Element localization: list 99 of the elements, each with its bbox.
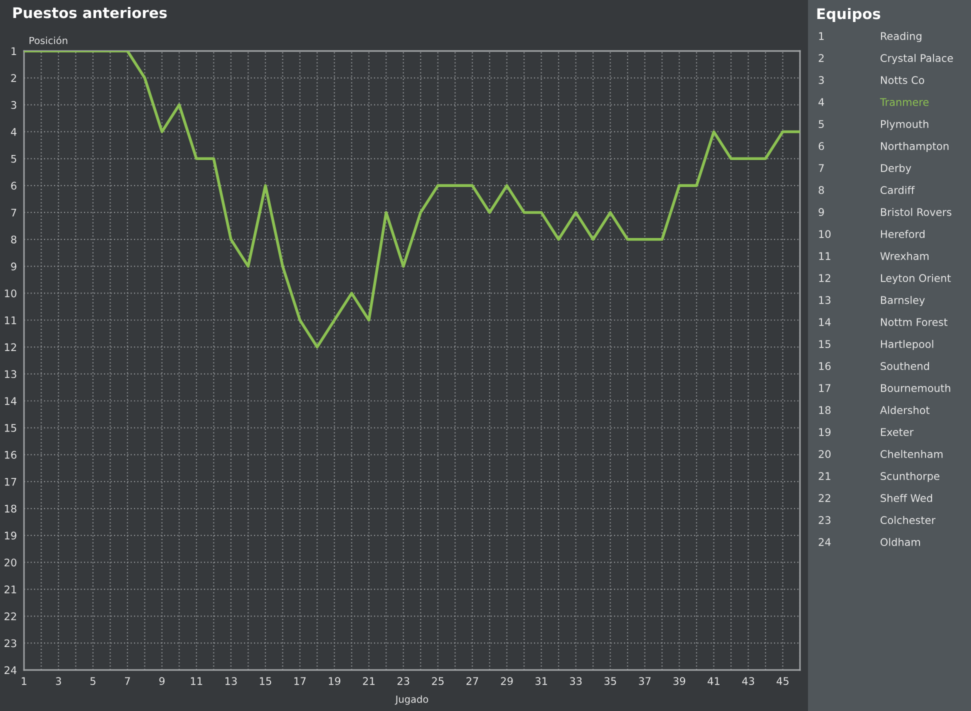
category-label: Derby [881, 164, 912, 174]
x-tick-label: 17 [294, 677, 306, 685]
data-label: 4 [818, 98, 824, 106]
data-label: 3 [818, 76, 824, 84]
data-label: 12 [819, 274, 830, 282]
data-label: 21 [818, 472, 830, 480]
data-label: 10 [819, 230, 831, 238]
data-label: 16 [819, 362, 831, 370]
x-axis-title: Jugado [394, 695, 428, 705]
category-label: Southend [880, 362, 929, 370]
data-label: 11 [819, 252, 830, 260]
y-tick-label: 18 [4, 504, 16, 513]
category-label: Crystal Palace [880, 54, 953, 64]
category-label: Reading [881, 32, 922, 42]
x-tick-label: 37 [638, 677, 651, 686]
category-label: Sheff Wed [880, 494, 932, 502]
x-tick-label: 7 [125, 677, 130, 685]
x-tick-label: 31 [536, 677, 547, 686]
x-tick-label: 25 [432, 677, 444, 686]
x-tick-label: 35 [604, 677, 616, 686]
y-tick-label: 14 [4, 397, 16, 405]
x-tick-label: 29 [500, 677, 513, 686]
data-label: 24 [818, 538, 831, 546]
category-label: Cheltenham [880, 450, 943, 458]
data-label: 8 [818, 186, 824, 194]
category-label: Plymouth [881, 120, 928, 130]
y-tick-label: 12 [4, 343, 16, 351]
y-tick-label: 23 [4, 639, 16, 648]
y-tick-label: 9 [11, 262, 16, 270]
data-label: 23 [818, 516, 830, 524]
x-tick-label: 27 [466, 677, 478, 685]
x-tick-label: 23 [398, 677, 410, 686]
category-label: Colchester [880, 516, 936, 524]
category-label: Nottm Forest [881, 318, 948, 326]
y-tick-label: 3 [11, 101, 16, 109]
x-tick-label: 45 [776, 677, 788, 686]
category-label: Hereford [881, 230, 925, 238]
data-label: 19 [819, 428, 831, 436]
y-tick-label: 21 [4, 585, 16, 594]
y-tick-label: 13 [4, 370, 16, 378]
y-tick-label: 2 [11, 74, 16, 82]
y-tick-label: 16 [4, 450, 16, 459]
y-tick-label: 5 [11, 155, 16, 163]
category-label: Notts Co [881, 76, 924, 84]
data-label: 2 [818, 54, 824, 62]
y-tick-label: 24 [4, 666, 16, 674]
x-tick-label: 13 [225, 677, 237, 686]
data-label: 15 [819, 340, 830, 348]
x-tick-label: 11 [190, 677, 202, 685]
y-tick-label: 22 [4, 612, 16, 620]
x-tick-label: 15 [260, 677, 272, 686]
x-tick-label: 43 [742, 677, 754, 686]
category-label: Bournemouth [881, 384, 950, 392]
x-tick-label: 1 [22, 677, 26, 685]
y-tick-label: 1 [12, 47, 16, 55]
category-label: Scunthorpe [880, 472, 940, 482]
data-label: 22 [818, 494, 830, 502]
x-tick-label: 41 [708, 677, 720, 685]
y-tick-label: 6 [11, 182, 16, 190]
x-tick-label: 3 [56, 677, 61, 686]
y-tick-label: 7 [11, 208, 16, 216]
x-tick-label: 9 [159, 677, 165, 686]
data-label: 5 [818, 120, 824, 128]
category-label: Exeter [881, 428, 914, 436]
y-tick-label: 11 [4, 316, 16, 324]
category-label: Bristol Rovers [881, 208, 952, 216]
y-tick-label: 10 [4, 289, 16, 298]
y-tick-label: 19 [4, 532, 16, 540]
text: Equipos [817, 8, 880, 22]
y-axis-title: Posición [30, 36, 68, 44]
category-label: Aldershot [880, 406, 930, 414]
y-tick-label: 17 [4, 478, 16, 486]
y-tick-label: 15 [4, 424, 16, 432]
data-label: 13 [819, 296, 830, 304]
y-tick-label: 4 [10, 128, 16, 136]
data-label: 18 [819, 406, 831, 414]
data-label: 7 [818, 164, 824, 172]
category-label: Cardiff [880, 186, 915, 194]
x-tick-label: 33 [570, 677, 582, 686]
data-label: 14 [819, 318, 831, 326]
category-label: Wrexham [880, 252, 929, 260]
data-label: 1 [819, 32, 824, 40]
data-label: 17 [819, 384, 830, 392]
category-label: Northampton [881, 142, 948, 152]
x-tick-label: 39 [673, 677, 686, 686]
y-tick-label: 20 [4, 558, 16, 566]
x-tick-label: 21 [363, 677, 375, 685]
data-label: 9 [818, 208, 824, 216]
category-label: Hartlepool [881, 340, 934, 350]
chart-title: Puestos anteriores [13, 6, 167, 18]
x-tick-label: 19 [328, 677, 340, 686]
category-label: Leyton Orient [881, 274, 951, 284]
category-label: Oldham [880, 538, 920, 546]
x-tick-label: 5 [90, 677, 96, 686]
y-tick-label: 8 [11, 236, 16, 244]
data-label: 20 [818, 450, 831, 458]
category-label: Barnsley [881, 296, 925, 306]
category-label: Tranmere [880, 98, 929, 106]
data-label: 6 [818, 142, 824, 150]
